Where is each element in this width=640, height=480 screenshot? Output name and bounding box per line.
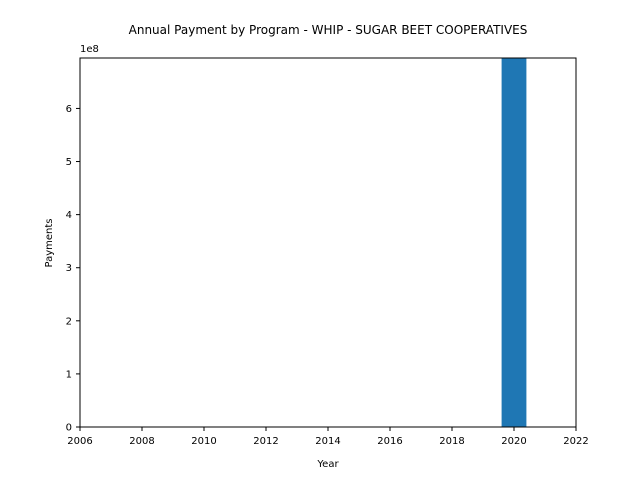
- x-tick-label-2022: 2022: [563, 436, 588, 447]
- x-tick-label-2020: 2020: [501, 436, 526, 447]
- x-tick-label-2014: 2014: [315, 436, 340, 447]
- x-tick-label-2006: 2006: [67, 436, 92, 447]
- y-axis-label: Payments: [44, 219, 55, 268]
- y-tick-label-4: 4: [66, 210, 72, 221]
- x-tick-label-2018: 2018: [439, 436, 464, 447]
- x-tick-label-2010: 2010: [191, 436, 216, 447]
- y-tick-label-2: 2: [66, 316, 72, 327]
- bars-group: [501, 58, 527, 427]
- y-tick-label-5: 5: [66, 157, 72, 168]
- x-ticks: 2006 2008 2010 2012 2014 2016 2018 2020 2022: [67, 427, 589, 447]
- x-axis-label: Year: [316, 459, 339, 470]
- y-offset-label: 1e8: [80, 44, 99, 55]
- x-tick-label-2012: 2012: [253, 436, 278, 447]
- y-tick-label-1: 1: [66, 369, 72, 380]
- y-tick-label-0: 0: [66, 423, 72, 434]
- bar-2020: [501, 58, 527, 427]
- x-tick-label-2016: 2016: [377, 436, 402, 447]
- chart-title: Annual Payment by Program - WHIP - SUGAR…: [129, 23, 528, 37]
- y-tick-label-3: 3: [66, 263, 72, 274]
- y-ticks: 0 1 2 3 4 5 6: [66, 104, 80, 434]
- y-tick-label-6: 6: [66, 104, 72, 115]
- x-tick-label-2008: 2008: [129, 436, 154, 447]
